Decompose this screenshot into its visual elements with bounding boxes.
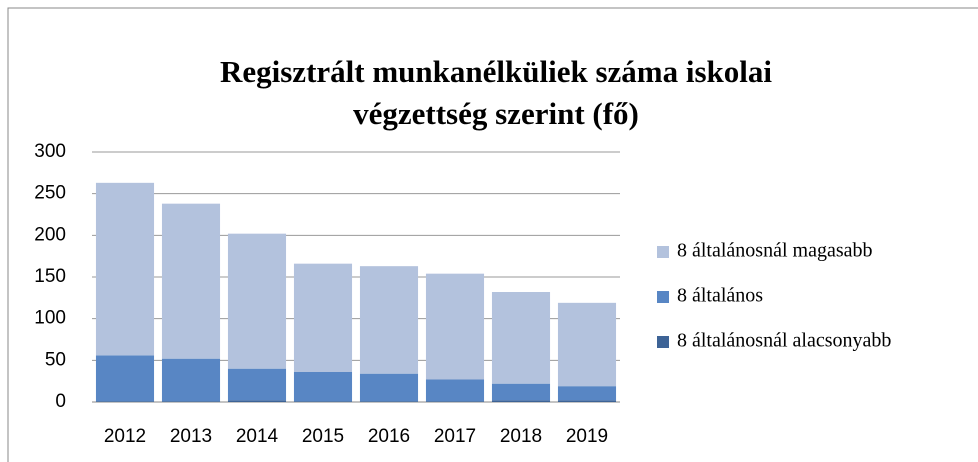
bar-segment xyxy=(425,379,485,402)
bar-segment xyxy=(359,401,419,402)
y-tick-label: 250 xyxy=(34,183,66,204)
bar-segment xyxy=(293,263,353,372)
legend-label: 8 általános xyxy=(677,285,763,307)
bar-segment xyxy=(293,401,353,402)
chart-title: Regisztrált munkanélküliek száma iskolai xyxy=(220,54,772,89)
bar-segment xyxy=(161,401,221,402)
bar-segment xyxy=(557,302,617,387)
y-tick-label: 50 xyxy=(45,349,66,370)
bar-segment xyxy=(491,292,551,384)
bar-segment xyxy=(227,233,287,369)
bar-segment xyxy=(359,373,419,402)
y-tick-label: 0 xyxy=(55,391,66,412)
bar-segment xyxy=(227,368,287,401)
y-tick-label: 100 xyxy=(34,308,66,329)
bar-segment xyxy=(227,400,287,402)
legend-swatch xyxy=(657,291,669,303)
bar-segment xyxy=(359,266,419,374)
y-tick-label: 300 xyxy=(34,141,66,162)
x-tick-label: 2015 xyxy=(302,426,344,447)
x-tick-label: 2012 xyxy=(104,426,146,447)
bar-segment xyxy=(293,372,353,402)
legend-swatch xyxy=(657,336,669,348)
frame xyxy=(7,7,978,462)
y-tick-label: 200 xyxy=(34,224,66,245)
bar-segment xyxy=(161,203,221,359)
x-tick-label: 2017 xyxy=(434,426,476,447)
bar-segment xyxy=(557,400,617,402)
x-tick-label: 2019 xyxy=(566,426,608,447)
legend-swatch xyxy=(657,246,669,258)
y-tick-label: 150 xyxy=(34,266,66,287)
bar-segment xyxy=(161,358,221,402)
bar-segment xyxy=(491,383,551,401)
bar-segment xyxy=(491,400,551,402)
chart-title: végzettség szerint (fő) xyxy=(353,96,639,131)
x-tick-label: 2016 xyxy=(368,426,410,447)
x-tick-label: 2018 xyxy=(500,426,542,447)
bar-segment xyxy=(95,401,155,402)
bar-segment xyxy=(95,182,155,356)
legend-label: 8 általánosnál magasabb xyxy=(677,240,873,262)
bar-segment xyxy=(95,355,155,402)
x-tick-label: 2013 xyxy=(170,426,212,447)
legend-label: 8 általánosnál alacsonyabb xyxy=(677,330,891,352)
bar-segment xyxy=(425,401,485,402)
bar-segment xyxy=(557,386,617,401)
bar-segment xyxy=(425,273,485,380)
x-tick-label: 2014 xyxy=(236,426,279,447)
